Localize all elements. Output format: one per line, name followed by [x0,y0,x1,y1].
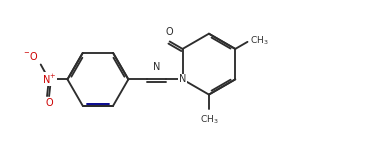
Text: N$^{+}$: N$^{+}$ [42,73,56,86]
Text: O: O [46,98,53,108]
Text: CH$_3$: CH$_3$ [251,35,269,47]
Text: N: N [179,74,186,84]
Text: O: O [166,27,174,37]
Text: $^{-}$O: $^{-}$O [23,50,39,62]
Text: N: N [153,62,160,72]
Text: CH$_3$: CH$_3$ [200,113,218,126]
